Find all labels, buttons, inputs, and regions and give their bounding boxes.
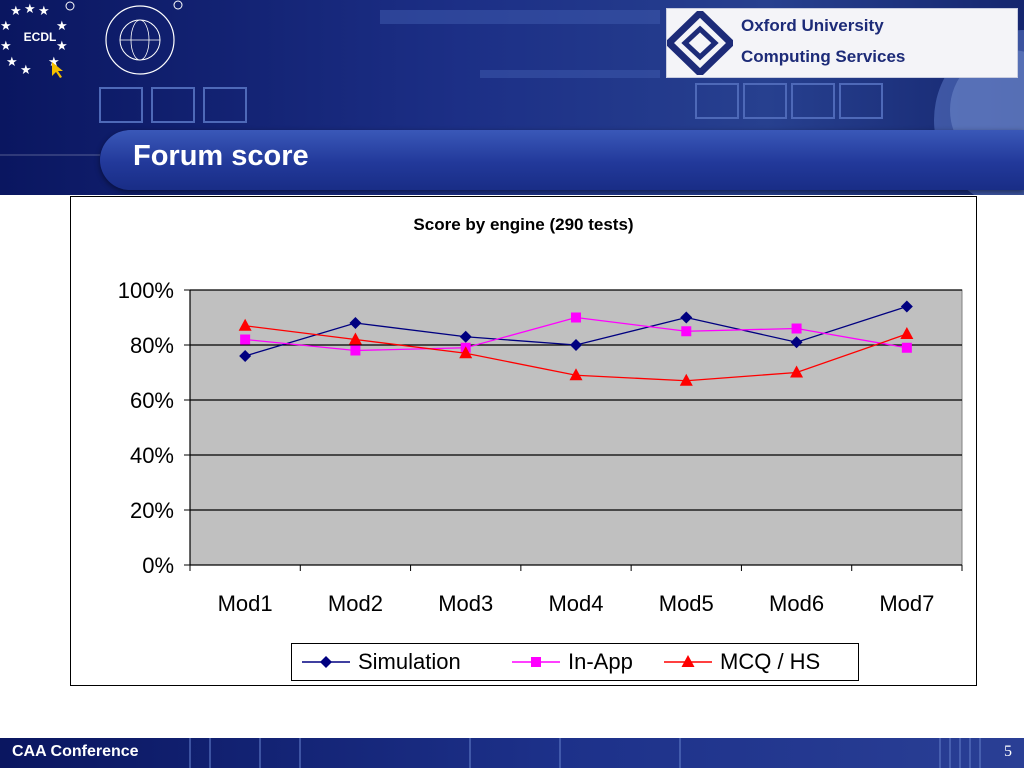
line-chart: 0% 20% 40% 60% 80% 100% Mod1 Mod2 Mod3 Mod4 Mod5 Mo… [118, 278, 963, 616]
data-point-mcq-hs [569, 368, 583, 381]
data-point-in-app [350, 345, 361, 356]
data-point-mcq-hs [900, 327, 914, 339]
svg-text:★: ★ [48, 55, 60, 70]
data-point-simulation [459, 330, 472, 343]
legend-label: In-App [568, 649, 633, 674]
data-point-in-app [681, 326, 692, 337]
data-point-in-app [571, 312, 581, 323]
x-tick-label: Mod7 [879, 591, 934, 616]
oucs-logo: Oxford University Computing Services [666, 8, 1018, 78]
svg-text:★: ★ [56, 39, 68, 54]
data-point-simulation [349, 317, 362, 329]
data-point-mcq-hs [238, 318, 252, 331]
data-point-simulation [680, 311, 693, 324]
data-point-simulation [790, 336, 803, 349]
data-point-mcq-hs [348, 332, 362, 345]
chart-frame: Score by engine (290 tests) 0% 20% 40% 60% 8… [70, 196, 977, 686]
data-point-mcq-hs [790, 365, 804, 378]
data-point-simulation [900, 300, 913, 313]
oucs-diamond-icon [667, 11, 733, 75]
legend-swatch-mcq-hs [664, 655, 712, 667]
y-tick-label: 60% [130, 388, 174, 413]
svg-text:★: ★ [20, 63, 32, 78]
data-point-in-app [240, 334, 251, 345]
data-point-simulation [570, 339, 582, 351]
data-point-in-app [901, 342, 912, 353]
svg-text:★: ★ [56, 19, 68, 34]
ecdl-logo-text: ECDL [23, 30, 57, 44]
legend-swatch-simulation [302, 656, 350, 668]
legend-item-mcq-hs: MCQ / HS [662, 644, 820, 680]
y-tick-label: 20% [130, 498, 174, 523]
chart-legend: Simulation In-App MCQ / HS [291, 643, 859, 681]
legend-item-simulation: Simulation [300, 644, 461, 680]
svg-text:★: ★ [0, 19, 12, 34]
y-tick-label: 0% [142, 553, 174, 578]
chart-title: Score by engine (290 tests) [413, 215, 634, 234]
y-tick-label: 100% [118, 278, 174, 303]
x-tick-label: Mod3 [438, 591, 493, 616]
icdl-seal-icon [105, 0, 183, 75]
svg-text:★: ★ [24, 2, 36, 17]
legend-label: MCQ / HS [720, 649, 821, 674]
header-banner: ★ ★ ★ ★ ★ ★ ★ ★ ★ ★ ECDL Forum score Oxford Un… [0, 0, 1024, 195]
data-point-in-app [791, 323, 802, 334]
oucs-logo-line1: Oxford University [741, 16, 884, 35]
page-number: 5 [1004, 743, 1012, 760]
data-point-mcq-hs [459, 346, 473, 359]
x-tick-label: Mod5 [659, 591, 714, 616]
x-tick-label: Mod4 [548, 591, 603, 616]
footer-decoration [189, 738, 981, 768]
legend-swatch-in-app [512, 657, 560, 667]
slide-title: Forum score [133, 140, 309, 172]
footer-conference-label: CAA Conference [12, 743, 139, 760]
x-tick-label: Mod2 [328, 591, 383, 616]
data-point-simulation [239, 350, 252, 362]
footer-bar: CAA Conference 5 [0, 738, 1024, 768]
svg-text:★: ★ [0, 39, 12, 54]
data-point-mcq-hs [679, 373, 693, 386]
x-tick-label: Mod6 [769, 591, 824, 616]
svg-text:★: ★ [38, 4, 50, 19]
ecdl-logo: ★ ★ ★ ★ ★ ★ ★ ★★★ [0, 1, 75, 78]
y-tick-label: 80% [130, 333, 174, 358]
legend-item-in-app: In-App [510, 644, 633, 680]
title-bar [100, 130, 1024, 190]
svg-text:★: ★ [6, 55, 18, 70]
svg-text:★: ★ [10, 4, 22, 19]
plot-area [189, 289, 963, 566]
legend-label: Simulation [358, 649, 461, 674]
y-tick-label: 40% [130, 443, 174, 468]
x-tick-label: Mod1 [218, 591, 273, 616]
oucs-logo-line2: Computing Services [741, 47, 906, 66]
